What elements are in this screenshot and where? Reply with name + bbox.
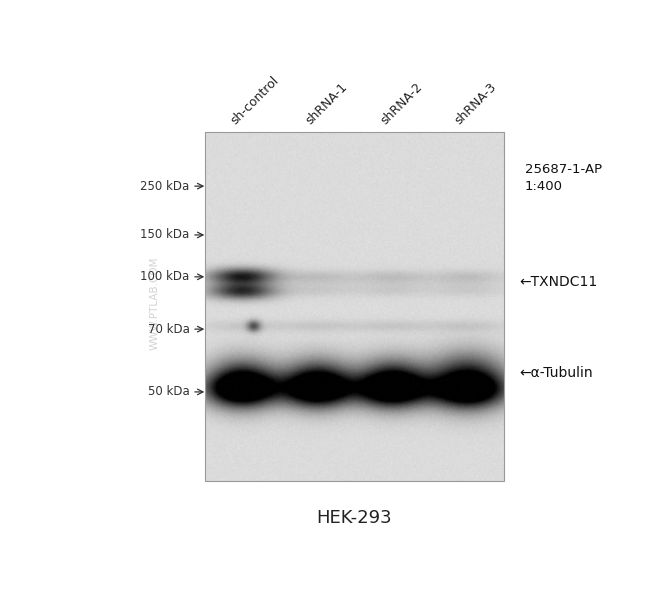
Text: WWW.PTLAB.COM: WWW.PTLAB.COM <box>150 256 159 350</box>
Text: 100 kDa: 100 kDa <box>140 271 190 283</box>
Text: ←α-Tubulin: ←α-Tubulin <box>519 366 593 380</box>
Text: 25687-1-AP
1:400: 25687-1-AP 1:400 <box>525 163 602 193</box>
Text: shRNA-2: shRNA-2 <box>378 80 424 127</box>
Text: sh-control: sh-control <box>228 74 281 127</box>
Text: 70 kDa: 70 kDa <box>148 323 190 335</box>
Text: shRNA-3: shRNA-3 <box>452 80 499 127</box>
Text: 250 kDa: 250 kDa <box>140 179 190 193</box>
Text: 150 kDa: 150 kDa <box>140 229 190 241</box>
Text: 50 kDa: 50 kDa <box>148 385 190 398</box>
Text: HEK-293: HEK-293 <box>317 509 393 527</box>
Text: shRNA-1: shRNA-1 <box>303 80 350 127</box>
Text: ←TXNDC11: ←TXNDC11 <box>519 275 598 289</box>
